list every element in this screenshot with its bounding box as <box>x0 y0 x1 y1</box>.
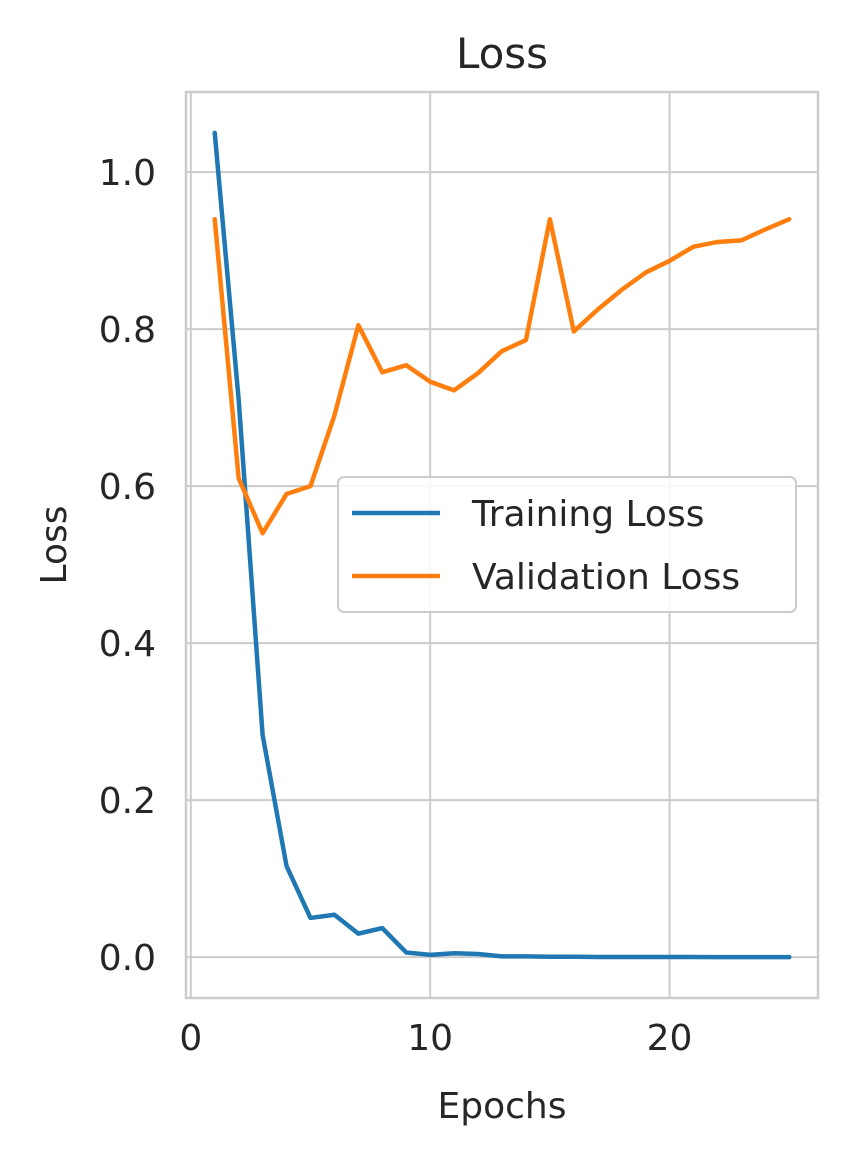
tick-labels: 0 10 20 0.0 0.2 0.4 0.6 0.8 1.0 <box>99 153 693 1059</box>
legend: Training Loss Validation Loss <box>337 476 797 613</box>
series-line-training-loss <box>212 130 792 960</box>
x-tick-label: 0 <box>179 1018 202 1059</box>
legend-label-training-loss: Training Loss <box>471 494 704 535</box>
y-tick-label: 0.8 <box>99 310 156 351</box>
legend-label-validation-loss: Validation Loss <box>472 557 740 598</box>
legend-box <box>337 476 797 613</box>
y-tick-label: 0.2 <box>99 781 156 822</box>
y-axis-label: Loss <box>34 506 75 585</box>
series-line-validation-loss <box>212 216 792 536</box>
x-tick-label: 20 <box>647 1018 693 1059</box>
y-tick-label: 1.0 <box>99 153 156 194</box>
x-tick-label: 10 <box>407 1018 453 1059</box>
y-tick-label: 0.0 <box>99 938 156 979</box>
x-axis-label: Epochs <box>438 1086 567 1127</box>
chart-title: Loss <box>456 29 548 78</box>
plot-frame <box>184 90 820 1000</box>
y-tick-label: 0.6 <box>99 467 156 508</box>
series-lines <box>212 130 792 960</box>
y-tick-label: 0.4 <box>99 624 156 665</box>
